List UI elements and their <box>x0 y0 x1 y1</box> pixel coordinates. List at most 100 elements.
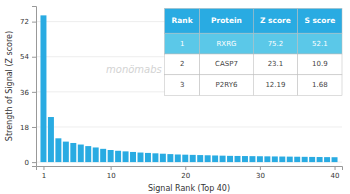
table-text: 1 <box>180 40 184 48</box>
bar <box>85 146 91 162</box>
table-cell <box>253 8 297 33</box>
tick: 10 <box>107 166 116 180</box>
bar <box>40 15 46 162</box>
bar <box>115 151 121 162</box>
bar <box>48 117 54 162</box>
table-text: 2 <box>180 60 184 68</box>
tick-mark <box>32 162 36 163</box>
tick: 18 <box>20 124 36 132</box>
tick: 72 <box>20 18 36 26</box>
tick-label: 20 <box>181 172 190 180</box>
bar <box>272 156 278 162</box>
x-axis: 1 10 20 30 40 <box>37 166 343 180</box>
table-cell <box>200 75 254 96</box>
tick: 1 <box>42 166 46 180</box>
tick: 36 <box>20 89 36 97</box>
table-text: P2RY6 <box>216 81 238 89</box>
tick-mark <box>32 92 36 93</box>
table-text: RXRG <box>217 40 237 48</box>
x-axis-title: Signal Rank (Top 40) <box>148 184 230 193</box>
bar <box>55 138 61 162</box>
tick: 30 <box>256 166 265 180</box>
bar <box>138 153 144 163</box>
bar <box>93 147 99 162</box>
bar <box>332 157 338 162</box>
bar <box>182 155 188 162</box>
bar <box>235 156 241 162</box>
bar <box>130 152 136 162</box>
bar <box>212 155 218 162</box>
table: RankProteinZ scoreS score1RXRG75.252.12C… <box>165 8 342 95</box>
bar <box>294 157 300 162</box>
table-text: 1.68 <box>312 81 328 89</box>
bar <box>167 154 173 162</box>
table-cell <box>165 54 200 75</box>
x-axis-line <box>37 167 343 171</box>
bar <box>70 143 76 162</box>
table-cell <box>298 8 342 33</box>
bar <box>108 150 114 162</box>
table-header: S score <box>304 16 335 25</box>
bar <box>205 155 211 162</box>
table-text: 23.1 <box>268 60 284 68</box>
table-text: 3 <box>180 81 184 89</box>
tick-label: 1 <box>42 172 46 180</box>
tick-mark <box>32 57 36 58</box>
bar <box>242 156 248 162</box>
tick: 40 <box>331 166 340 180</box>
tick-mark <box>32 127 36 128</box>
table-cell <box>200 54 254 75</box>
watermark: monömabs <box>106 64 162 75</box>
tick-label: 40 <box>331 172 340 180</box>
tick-mark <box>32 22 36 23</box>
bar <box>220 156 226 162</box>
table-cell <box>298 54 342 75</box>
grid <box>36 22 342 162</box>
bar <box>160 154 166 162</box>
bar <box>78 145 84 163</box>
tick-mark <box>43 166 44 170</box>
table-text: 52.1 <box>312 40 328 48</box>
bar <box>63 142 69 162</box>
bar <box>287 157 293 162</box>
tick-label: 54 <box>20 53 29 61</box>
tick-mark <box>185 166 186 170</box>
table-cell <box>298 75 342 96</box>
table-cell <box>200 33 254 54</box>
bar <box>317 157 323 162</box>
bar <box>302 157 308 162</box>
bar <box>197 155 203 162</box>
tick-mark <box>111 166 112 170</box>
table-cell <box>165 75 200 96</box>
table-text: 10.9 <box>312 60 328 68</box>
bar <box>145 153 151 162</box>
tick: 0 <box>25 159 36 167</box>
bar <box>190 155 196 162</box>
table-text: 12.19 <box>265 81 285 89</box>
bar <box>324 157 330 162</box>
table-cell <box>253 33 297 54</box>
bar <box>279 157 285 163</box>
tick-label: 18 <box>20 124 29 132</box>
bar <box>152 153 158 162</box>
bar <box>257 156 263 162</box>
tick-label: 36 <box>20 89 29 97</box>
bar <box>175 154 181 162</box>
bars <box>40 15 337 162</box>
table-text: CASP7 <box>215 60 238 68</box>
y-axis-line <box>32 7 37 167</box>
table-cell <box>253 54 297 75</box>
chart: monömabs 1 10 20 30 40 0 18 36 54 72 Rank Protein Z s… <box>0 0 350 194</box>
bar <box>249 156 255 162</box>
bar <box>123 151 129 162</box>
table-header: Protein <box>211 16 242 25</box>
table-cell <box>298 33 342 54</box>
table-header: Z score <box>260 16 291 25</box>
table-header: Rank <box>172 16 194 25</box>
bar <box>309 157 315 162</box>
y-axis-title: Strength of Signal (Z score) <box>5 31 14 141</box>
grid-line <box>36 126 342 127</box>
table-cell <box>253 75 297 96</box>
tick-mark <box>260 166 261 170</box>
table-cell <box>200 8 254 33</box>
